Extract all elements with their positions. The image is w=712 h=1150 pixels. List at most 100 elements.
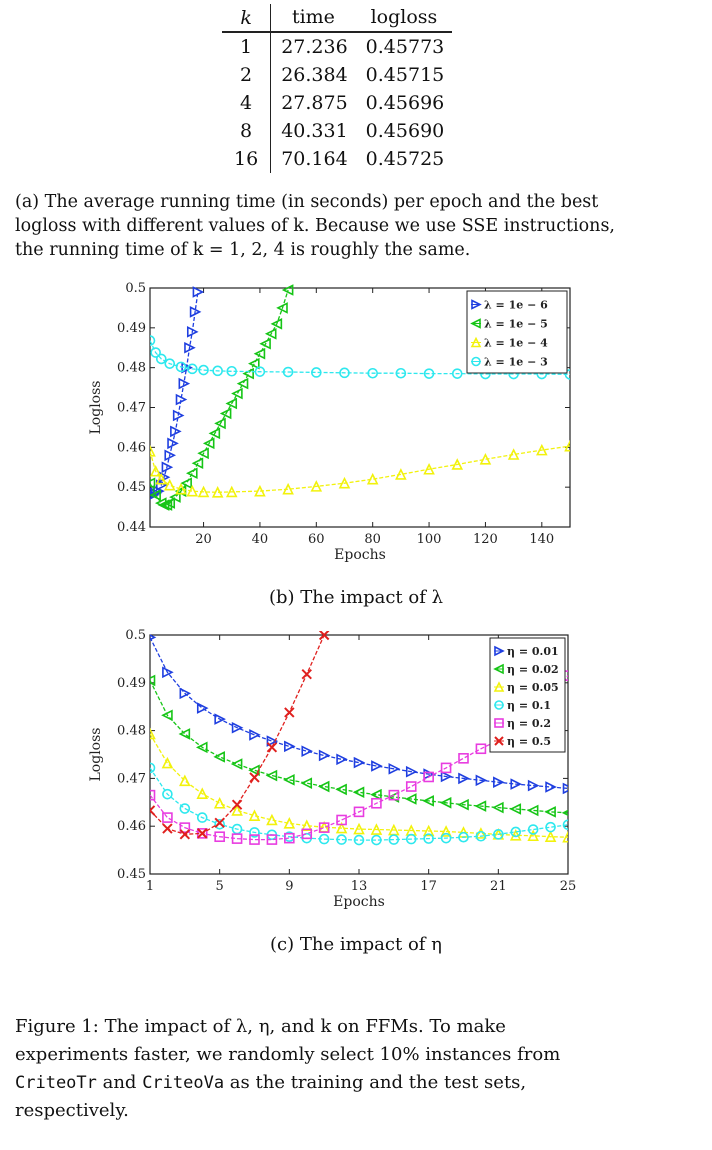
caption-b: (b) The impact of λ <box>268 587 443 608</box>
series-line <box>150 733 568 838</box>
y-tick-label: 0.5 <box>125 628 146 643</box>
legend-label: λ = 1e − 3 <box>484 356 548 369</box>
data-point <box>440 770 453 783</box>
data-point <box>405 833 417 845</box>
data-point <box>175 361 187 373</box>
table-cell-k: 2 <box>222 61 272 89</box>
x-tick-label: 40 <box>252 532 269 547</box>
data-point <box>270 318 283 330</box>
y-tick-label: 0.47 <box>117 771 146 786</box>
data-point <box>318 833 330 845</box>
y-axis-label: Logloss <box>88 381 104 435</box>
data-point <box>231 387 243 400</box>
data-point <box>405 765 418 778</box>
data-point <box>388 763 401 775</box>
data-point <box>266 735 279 747</box>
data-point <box>214 817 225 829</box>
data-point <box>248 809 261 821</box>
data-point <box>451 458 464 470</box>
data-point <box>544 830 557 843</box>
data-point <box>231 799 243 810</box>
data-point <box>282 366 294 378</box>
data-point <box>253 347 266 360</box>
legend-box <box>466 290 568 374</box>
data-point <box>162 812 173 823</box>
data-point <box>423 833 434 844</box>
data-point <box>458 772 470 785</box>
data-point <box>338 476 351 489</box>
table-cell-logloss: 0.45696 <box>365 92 445 114</box>
legend: λ = 1e − 6 λ = 1e − 5 λ = 1e − 4 λ = 1e − 3 <box>466 290 568 374</box>
x-tick-label: 20 <box>195 532 212 547</box>
data-point <box>179 687 192 700</box>
data-point <box>214 831 225 843</box>
data-point <box>457 798 469 811</box>
data-point <box>545 781 557 793</box>
data-point <box>179 774 191 787</box>
x-tick-label: 21 <box>490 879 507 894</box>
y-tick-label: 0.48 <box>117 724 146 739</box>
y-tick-label: 0.48 <box>117 361 146 376</box>
data-point <box>179 803 191 814</box>
table-cell-logloss: 0.45725 <box>365 148 445 170</box>
caption-a-line: logloss with different values of k. Beca… <box>15 216 615 236</box>
series <box>150 284 294 511</box>
data-point <box>264 328 277 340</box>
data-point <box>213 751 225 763</box>
data-point <box>479 452 492 465</box>
table-cell-k: 8 <box>222 117 272 145</box>
data-point <box>562 819 568 831</box>
data-point <box>545 821 556 833</box>
data-point <box>370 823 383 835</box>
data-point <box>371 797 382 809</box>
series-line <box>150 637 568 790</box>
table-cell-k: 1 <box>222 32 272 61</box>
data-point <box>178 377 191 390</box>
data-point <box>423 462 435 475</box>
data-point <box>527 779 540 792</box>
data-point <box>231 833 243 844</box>
series <box>150 286 205 500</box>
data-point <box>544 806 556 818</box>
data-point <box>162 666 174 679</box>
data-point <box>422 824 435 837</box>
data-point <box>276 302 288 314</box>
data-point <box>164 449 177 462</box>
data-point <box>254 366 266 377</box>
data-point <box>197 447 209 460</box>
data-point <box>150 464 162 477</box>
data-point <box>150 489 161 501</box>
data-point <box>161 756 174 769</box>
data-point <box>184 341 196 354</box>
data-point <box>150 335 156 346</box>
data-point <box>231 804 243 816</box>
data-point <box>336 753 348 766</box>
data-point <box>367 367 378 379</box>
data-point <box>564 439 570 452</box>
data-point <box>423 771 434 783</box>
data-point <box>230 758 243 770</box>
data-point <box>213 796 226 809</box>
legend: η = 0.01 η = 0.02 η = 0.05 η = 0.1 η = 0.2 η … <box>489 637 566 753</box>
data-point <box>202 437 215 450</box>
data-point <box>510 778 523 790</box>
data-point <box>509 803 522 815</box>
data-point <box>388 834 400 845</box>
x-tick-label: 9 <box>285 879 293 894</box>
data-point <box>281 284 294 296</box>
data-point <box>564 369 570 380</box>
series-line <box>150 680 568 814</box>
data-point <box>300 819 313 832</box>
data-point <box>169 491 181 503</box>
data-point <box>170 425 182 438</box>
data-point <box>510 826 522 838</box>
data-point <box>339 367 350 379</box>
table-cell-time: 40.331 <box>281 120 348 142</box>
data-point <box>493 829 504 840</box>
data-point <box>164 358 176 369</box>
data-point <box>155 353 167 365</box>
data-point <box>395 367 407 379</box>
figure-caption: Figure 1: The impact of λ, η, and k on F… <box>15 1013 705 1125</box>
series <box>150 439 570 498</box>
data-point <box>150 805 156 816</box>
